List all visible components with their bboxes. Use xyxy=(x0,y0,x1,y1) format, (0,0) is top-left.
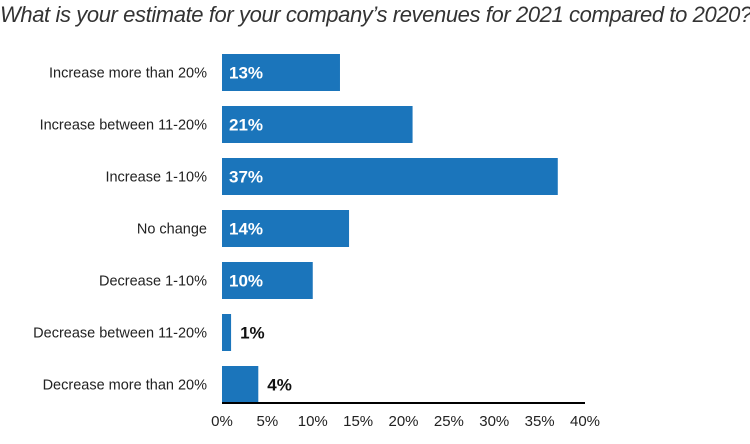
bar-value-label: 13% xyxy=(229,64,263,83)
x-tick-label: 35% xyxy=(525,413,555,430)
bar xyxy=(222,210,350,247)
bar xyxy=(222,262,313,299)
bar xyxy=(222,158,558,195)
x-tick-label: 20% xyxy=(388,413,418,430)
bar-value-label: 1% xyxy=(240,324,265,343)
bar xyxy=(222,106,413,143)
bar-value-label: 21% xyxy=(229,116,263,135)
x-axis-ticks: 0% 5% 10% 15% 20% 25% 30% 35% 40% xyxy=(211,413,600,430)
bar xyxy=(222,366,259,403)
bar-value-label: 4% xyxy=(267,376,292,395)
category-label: No change xyxy=(137,222,207,238)
bar-value-label: 37% xyxy=(229,168,263,187)
x-tick-label: 15% xyxy=(343,413,373,430)
category-label: Decrease 1-10% xyxy=(99,274,207,290)
bars xyxy=(222,54,558,403)
category-label: Decrease between 11-20% xyxy=(33,326,207,342)
chart-title: What is your estimate for your company’s… xyxy=(0,2,750,27)
bar-value-labels: 13% 21% 37% 14% 10% 1% 4% xyxy=(229,64,292,395)
category-label: Increase between 11-20% xyxy=(40,118,208,134)
bar xyxy=(222,314,232,351)
x-tick-label: 30% xyxy=(479,413,509,430)
category-label: Increase more than 20% xyxy=(49,66,207,82)
bar xyxy=(222,54,340,91)
category-label: Increase 1-10% xyxy=(105,170,207,186)
bar-value-label: 10% xyxy=(229,272,263,291)
x-tick-label: 0% xyxy=(211,413,233,430)
x-tick-label: 10% xyxy=(298,413,328,430)
category-labels: Increase more than 20% Increase between 1… xyxy=(33,66,207,394)
category-label: Decrease more than 20% xyxy=(43,378,208,394)
bar-value-label: 14% xyxy=(229,220,263,239)
x-tick-label: 5% xyxy=(257,413,279,430)
x-tick-label: 25% xyxy=(434,413,464,430)
x-tick-label: 40% xyxy=(570,413,600,430)
